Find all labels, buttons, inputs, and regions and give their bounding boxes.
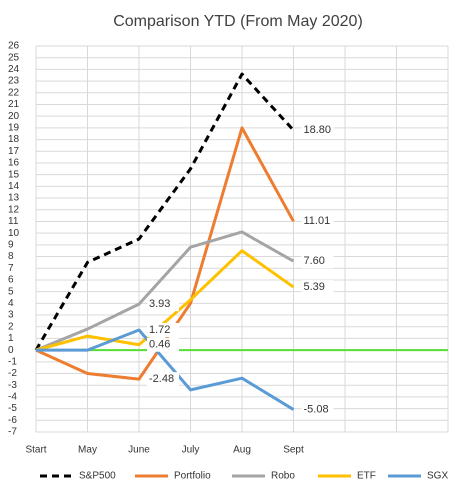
y-tick-label: 7	[8, 263, 14, 274]
y-tick-label: -5	[8, 403, 17, 414]
data-label: -5.08	[304, 403, 329, 415]
y-tick-label: -6	[8, 415, 17, 426]
y-tick-label: 18	[8, 134, 20, 145]
data-label: 5.39	[304, 281, 325, 293]
y-tick-label: 11	[8, 216, 19, 227]
legend-label: SGX	[427, 471, 448, 482]
data-label-bg	[301, 123, 334, 138]
data-label-bg	[301, 402, 334, 417]
data-label: 11.01	[304, 215, 331, 227]
data-label: -2.48	[149, 373, 174, 385]
data-label: 0.46	[149, 339, 170, 351]
y-tick-label: 10	[8, 228, 20, 239]
legend-label: ETF	[357, 471, 376, 482]
data-label-bg	[301, 280, 334, 295]
series-line	[36, 328, 295, 411]
y-tick-label: 0	[8, 345, 14, 356]
y-tick-label: 8	[8, 251, 14, 262]
x-tick-label: June	[128, 445, 150, 456]
y-tick-label: 12	[8, 204, 20, 215]
y-tick-label: 16	[8, 158, 20, 169]
data-label: 3.93	[149, 298, 170, 310]
data-label: 7.60	[304, 255, 325, 267]
y-tick-label: 19	[8, 123, 20, 134]
series-line	[35, 230, 295, 352]
y-tick-label: 22	[8, 87, 20, 98]
legend-label: Portfolio	[174, 471, 211, 482]
grid: -7-6-5-4-3-2-101234567891011121314151617…	[8, 41, 449, 456]
y-tick-label: 23	[8, 76, 20, 87]
y-tick-label: -3	[8, 380, 17, 391]
data-label-bg	[301, 254, 334, 269]
x-tick-label: Sept	[283, 445, 304, 456]
data-label-bg	[147, 323, 179, 338]
y-tick-label: -1	[8, 356, 17, 367]
data-label: 18.80	[304, 124, 332, 136]
legend-label: Robo	[271, 471, 295, 482]
y-tick-label: 14	[8, 181, 20, 192]
y-tick-label: -7	[8, 427, 17, 438]
y-tick-label: 13	[8, 193, 20, 204]
series-line	[35, 249, 295, 352]
data-label-bg	[147, 372, 179, 387]
labels: 18.80 -2.48 11.01 3.93 7.60 0.46 5.39 1.72 -5.08	[147, 123, 334, 417]
y-tick-label: 6	[8, 275, 14, 286]
y-tick-label: 4	[8, 298, 14, 309]
lines	[34, 72, 295, 411]
y-tick-label: 15	[8, 169, 20, 180]
x-tick-label: July	[182, 445, 200, 456]
x-tick-label: May	[78, 445, 97, 456]
y-tick-label: 26	[8, 41, 20, 52]
y-tick-label: -2	[8, 368, 17, 379]
x-tick-label: Aug	[233, 445, 251, 456]
data-label: 1.72	[149, 324, 170, 336]
y-tick-label: 20	[8, 111, 20, 122]
y-tick-label: 3	[8, 310, 14, 321]
legend-label: S&P500	[79, 471, 116, 482]
y-tick-label: 5	[8, 286, 14, 297]
y-tick-label: 21	[8, 99, 20, 110]
y-tick-label: 1	[8, 333, 14, 344]
data-label-bg	[147, 337, 179, 352]
chart-title: Comparison YTD (From May 2020)	[113, 13, 363, 30]
x-tick-label: Start	[25, 445, 46, 456]
y-tick-label: 9	[8, 239, 14, 250]
y-tick-label: 25	[8, 52, 20, 63]
series-line	[34, 72, 295, 351]
data-label-bg	[147, 297, 179, 312]
y-tick-label: 2	[8, 321, 14, 332]
y-tick-label: -4	[8, 392, 17, 403]
data-label-bg	[301, 214, 334, 229]
y-tick-label: 17	[8, 146, 20, 157]
y-tick-label: 24	[8, 64, 20, 75]
